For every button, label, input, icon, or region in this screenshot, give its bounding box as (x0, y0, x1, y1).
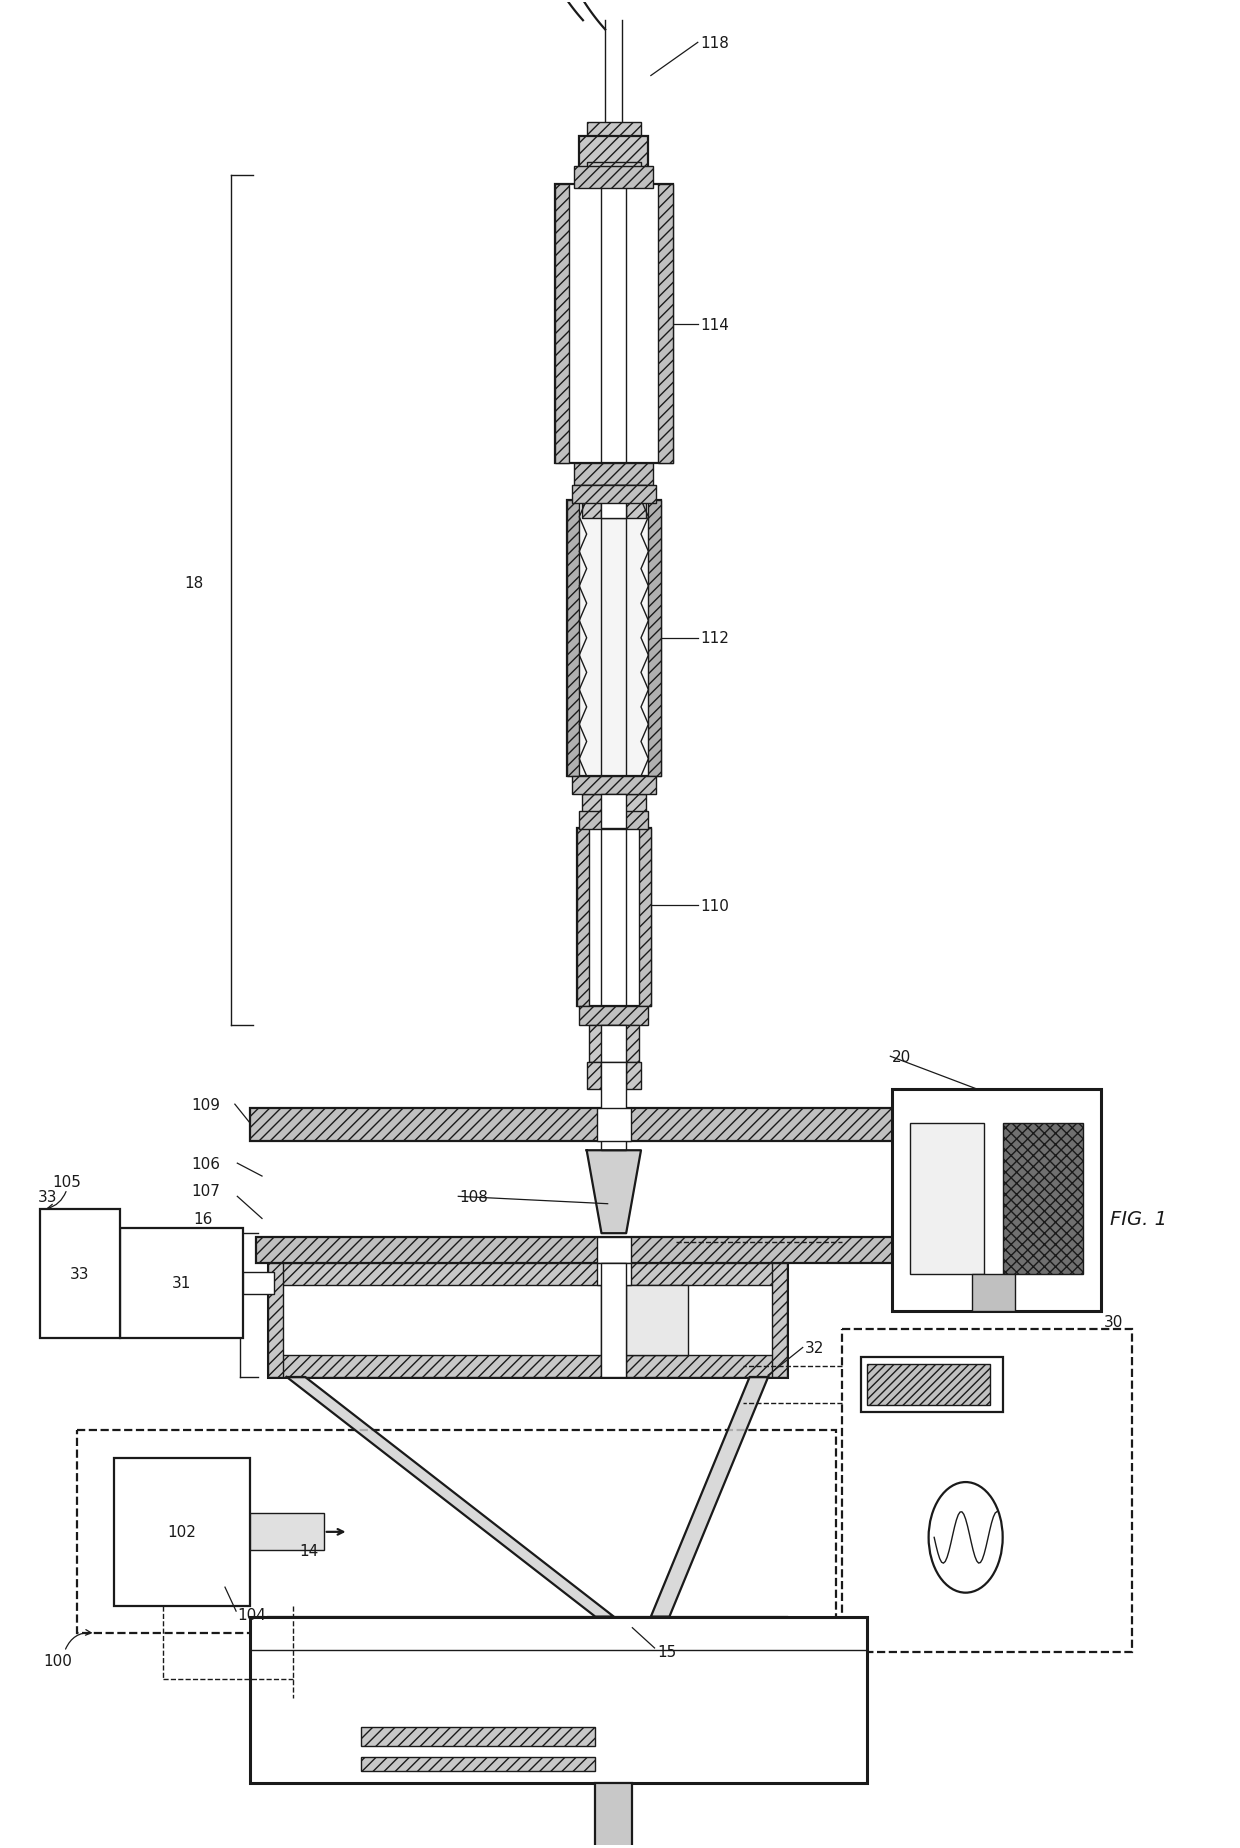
Bar (861, 1356, 1003, 1412)
Bar (587, 1063, 641, 1090)
Text: 20: 20 (892, 1050, 911, 1064)
Bar (601, 1063, 626, 1090)
Bar (255, 1236, 910, 1262)
Bar (589, 1026, 639, 1063)
Text: 30: 30 (1104, 1314, 1123, 1329)
Polygon shape (587, 1151, 641, 1233)
Bar (1003, 1124, 1083, 1273)
Bar (595, 1783, 632, 1848)
Bar (361, 1728, 595, 1746)
Polygon shape (651, 1377, 768, 1617)
Bar (268, 1355, 786, 1377)
Bar (554, 185, 673, 464)
Bar (567, 501, 579, 776)
Text: 18: 18 (185, 575, 203, 591)
Bar (582, 486, 646, 519)
Text: 107: 107 (192, 1185, 221, 1199)
Text: 15: 15 (657, 1645, 676, 1660)
Bar (626, 1284, 688, 1355)
Bar (572, 776, 656, 795)
Text: 106: 106 (192, 1157, 221, 1172)
Text: 14: 14 (299, 1543, 319, 1558)
Bar (114, 1458, 249, 1606)
Bar (601, 486, 626, 519)
Bar (243, 1271, 274, 1294)
Bar (577, 828, 651, 1007)
Bar (892, 1090, 1101, 1310)
Bar (120, 1229, 243, 1338)
Bar (601, 1262, 626, 1377)
Bar (567, 501, 661, 776)
Bar (574, 464, 653, 486)
Bar (587, 122, 641, 148)
Bar (554, 185, 569, 464)
Bar (574, 166, 653, 188)
Bar (579, 1007, 649, 1026)
Text: FIG. 1: FIG. 1 (1110, 1209, 1167, 1229)
Text: 31: 31 (172, 1275, 191, 1290)
Text: 33: 33 (37, 1188, 57, 1205)
Text: 118: 118 (701, 35, 729, 50)
Text: 109: 109 (192, 1098, 221, 1112)
Bar (601, 795, 626, 828)
Text: 100: 100 (43, 1654, 72, 1669)
Text: 32: 32 (805, 1340, 825, 1355)
Bar (579, 137, 649, 174)
Bar (579, 811, 649, 830)
Bar (577, 828, 589, 1007)
Bar (596, 1236, 631, 1262)
Bar (601, 1026, 626, 1066)
Text: 105: 105 (52, 1175, 81, 1190)
Bar (972, 1273, 1016, 1310)
Bar (582, 795, 646, 828)
Bar (249, 1617, 867, 1783)
Bar (587, 163, 641, 185)
Text: 114: 114 (701, 318, 729, 333)
Bar (572, 486, 656, 505)
Bar (842, 1329, 1132, 1652)
Bar (649, 501, 661, 776)
Bar (771, 1262, 786, 1377)
Bar (268, 1262, 786, 1377)
Text: 110: 110 (701, 898, 729, 913)
Bar (249, 1514, 324, 1550)
Bar (910, 1124, 985, 1273)
Bar (40, 1210, 120, 1338)
Text: 102: 102 (167, 1525, 196, 1539)
Bar (601, 1063, 626, 1151)
Bar (77, 1430, 836, 1634)
Bar (658, 185, 673, 464)
Bar (596, 1262, 631, 1284)
Text: 104: 104 (237, 1608, 267, 1623)
Bar (268, 1262, 786, 1284)
Text: 108: 108 (460, 1188, 489, 1205)
Bar (867, 1364, 991, 1404)
Bar (596, 1109, 631, 1142)
Text: 16: 16 (193, 1210, 212, 1227)
Bar (249, 1109, 991, 1142)
Bar (639, 828, 651, 1007)
Bar (268, 1262, 283, 1377)
Bar (361, 1757, 595, 1772)
Text: 33: 33 (71, 1266, 89, 1281)
Polygon shape (286, 1377, 614, 1617)
Text: 112: 112 (701, 630, 729, 647)
